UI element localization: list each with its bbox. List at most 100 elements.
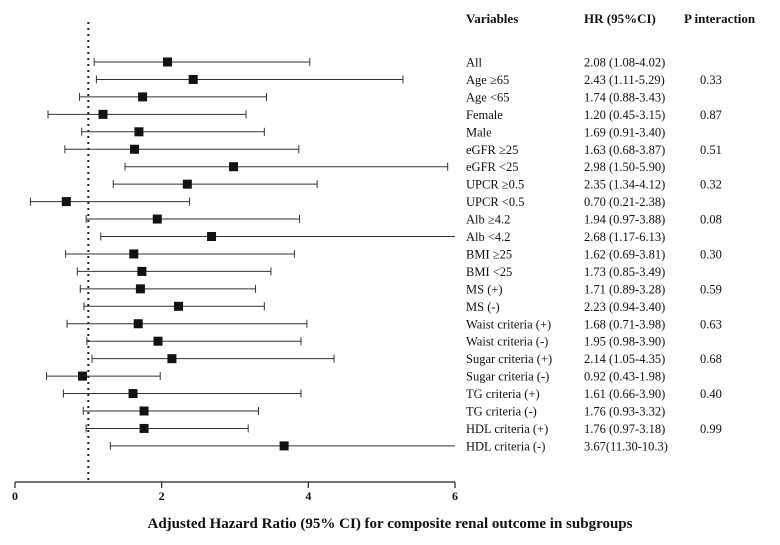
- forest-row: eGFR ≥25 1.63 (0.68-3.87) 0.51: [64, 143, 722, 157]
- hr-point-marker: [137, 266, 147, 276]
- row-label: eGFR ≥25: [466, 143, 518, 157]
- row-hr-ci: 0.70 (0.21-2.38): [584, 195, 665, 209]
- row-hr-ci: 1.95 (0.98-3.90): [584, 335, 665, 349]
- forest-row: UPCR ≥0.5 2.35 (1.34-4.12) 0.32: [112, 178, 722, 192]
- hr-point-marker: [128, 389, 138, 399]
- row-hr-ci: 1.62 (0.69-3.81): [584, 247, 665, 261]
- row-label: BMI ≥25: [466, 247, 512, 261]
- forest-row: Alb <4.2 2.68 (1.17-6.13): [100, 230, 665, 244]
- header-variables: Variables: [466, 11, 518, 26]
- row-hr-ci: 0.92 (0.43-1.98): [584, 370, 665, 384]
- hr-point-marker: [153, 336, 163, 346]
- header-p-interaction: P interaction: [684, 11, 756, 26]
- row-label: Alb ≥4.2: [466, 213, 510, 227]
- forest-row: Female 1.20 (0.45-3.15) 0.87: [47, 108, 722, 122]
- hr-point-marker: [129, 249, 139, 259]
- row-hr-ci: 2.68 (1.17-6.13): [584, 230, 665, 244]
- forest-row: Male 1.69 (0.91-3.40): [81, 125, 665, 139]
- row-label: TG criteria (+): [466, 387, 540, 401]
- row-p-interaction: 0.59: [700, 282, 722, 296]
- row-hr-ci: 1.74 (0.88-3.43): [584, 90, 665, 104]
- x-axis-ticks: 0 2 4 6: [12, 482, 458, 503]
- hr-point-marker: [207, 232, 217, 241]
- hr-point-marker: [182, 179, 192, 189]
- forest-row: TG criteria (-) 1.76 (0.93-3.32): [82, 405, 665, 419]
- row-hr-ci: 2.43 (1.11-5.29): [584, 73, 665, 87]
- row-hr-ci: 1.63 (0.68-3.87): [584, 143, 665, 157]
- row-hr-ci: 1.73 (0.85-3.49): [584, 265, 665, 279]
- hr-point-marker: [279, 441, 289, 451]
- hr-point-marker: [167, 354, 177, 364]
- forest-row: UPCR <0.5 0.70 (0.21-2.38): [29, 195, 665, 209]
- row-hr-ci: 1.20 (0.45-3.15): [584, 108, 665, 122]
- forest-row: Age <65 1.74 (0.88-3.43): [79, 90, 665, 104]
- row-label: eGFR <25: [466, 160, 519, 174]
- forest-row: eGFR <25 2.98 (1.50-5.90): [124, 160, 665, 174]
- row-label: BMI <25: [466, 265, 512, 279]
- hr-point-marker: [98, 109, 108, 119]
- row-label: TG criteria (-): [466, 405, 537, 419]
- row-hr-ci: 2.98 (1.50-5.90): [584, 160, 665, 174]
- figure-caption: Adjusted Hazard Ratio (95% CI) for compo…: [147, 516, 632, 532]
- forest-row: TG criteria (+) 1.61 (0.66-3.90) 0.40: [62, 387, 722, 401]
- row-hr-ci: 1.68 (0.71-3.98): [584, 317, 665, 331]
- hr-point-marker: [134, 127, 144, 137]
- x-tick-label: 6: [452, 489, 458, 503]
- row-p-interaction: 0.30: [700, 247, 722, 261]
- forest-row: HDL criteria (+) 1.76 (0.97-3.18) 0.99: [85, 422, 722, 436]
- forest-row: BMI <25 1.73 (0.85-3.49): [76, 265, 665, 279]
- row-p-interaction: 0.63: [700, 317, 722, 331]
- row-p-interaction: 0.40: [700, 387, 722, 401]
- row-p-interaction: 0.87: [700, 108, 722, 122]
- row-hr-ci: 3.67(11.30-10.3): [584, 439, 668, 453]
- forest-row: Age ≥65 2.43 (1.11-5.29) 0.33: [95, 73, 722, 87]
- hr-point-marker: [77, 371, 87, 381]
- forest-row: Waist criteria (+) 1.68 (0.71-3.98) 0.63: [66, 317, 722, 331]
- hr-point-marker: [61, 197, 71, 207]
- hr-point-marker: [188, 74, 198, 84]
- row-label: Male: [466, 125, 492, 139]
- hr-point-marker: [174, 301, 184, 311]
- hr-point-marker: [163, 57, 173, 67]
- forest-row: Sugar criteria (-) 0.92 (0.43-1.98): [46, 370, 665, 384]
- row-label: HDL criteria (+): [466, 422, 548, 436]
- x-tick-label: 4: [305, 489, 311, 503]
- row-p-interaction: 0.08: [700, 213, 722, 227]
- row-p-interaction: 0.32: [700, 178, 722, 192]
- forest-row: Sugar criteria (+) 2.14 (1.05-4.35) 0.68: [91, 352, 722, 366]
- row-label: All: [466, 56, 483, 70]
- row-hr-ci: 1.76 (0.97-3.18): [584, 422, 665, 436]
- row-label: Waist criteria (-): [466, 335, 548, 349]
- row-p-interaction: 0.99: [700, 422, 722, 436]
- row-hr-ci: 1.61 (0.66-3.90): [584, 387, 665, 401]
- hr-point-marker: [133, 319, 143, 329]
- row-p-interaction: 0.33: [700, 73, 722, 87]
- row-label: MS (+): [466, 282, 503, 296]
- hr-point-marker: [130, 144, 140, 154]
- row-label: HDL criteria (-): [466, 439, 545, 453]
- row-label: Female: [466, 108, 503, 122]
- row-label: Waist criteria (+): [466, 317, 551, 331]
- row-hr-ci: 2.35 (1.34-4.12): [584, 178, 665, 192]
- row-hr-ci: 1.94 (0.97-3.88): [584, 213, 665, 227]
- row-label: Age <65: [466, 90, 510, 104]
- row-hr-ci: 1.76 (0.93-3.32): [584, 405, 665, 419]
- hr-point-marker: [138, 92, 148, 102]
- forest-row: Alb ≥4.2 1.94 (0.97-3.88) 0.08: [85, 213, 722, 227]
- row-label: Alb <4.2: [466, 230, 511, 244]
- hr-point-marker: [152, 214, 162, 224]
- row-hr-ci: 1.71 (0.89-3.28): [584, 282, 665, 296]
- x-tick-label: 0: [12, 489, 18, 503]
- row-label: Sugar criteria (-): [466, 370, 549, 384]
- row-hr-ci: 2.08 (1.08-4.02): [584, 56, 665, 70]
- row-hr-ci: 1.69 (0.91-3.40): [584, 125, 665, 139]
- forest-row: MS (-) 2.23 (0.94-3.40): [83, 300, 665, 314]
- row-label: Sugar criteria (+): [466, 352, 552, 366]
- hr-point-marker: [139, 423, 149, 433]
- hr-point-marker: [229, 162, 239, 172]
- x-tick-label: 2: [159, 489, 165, 503]
- forest-row: MS (+) 1.71 (0.89-3.28) 0.59: [79, 282, 722, 296]
- forest-row: All 2.08 (1.08-4.02): [93, 56, 665, 70]
